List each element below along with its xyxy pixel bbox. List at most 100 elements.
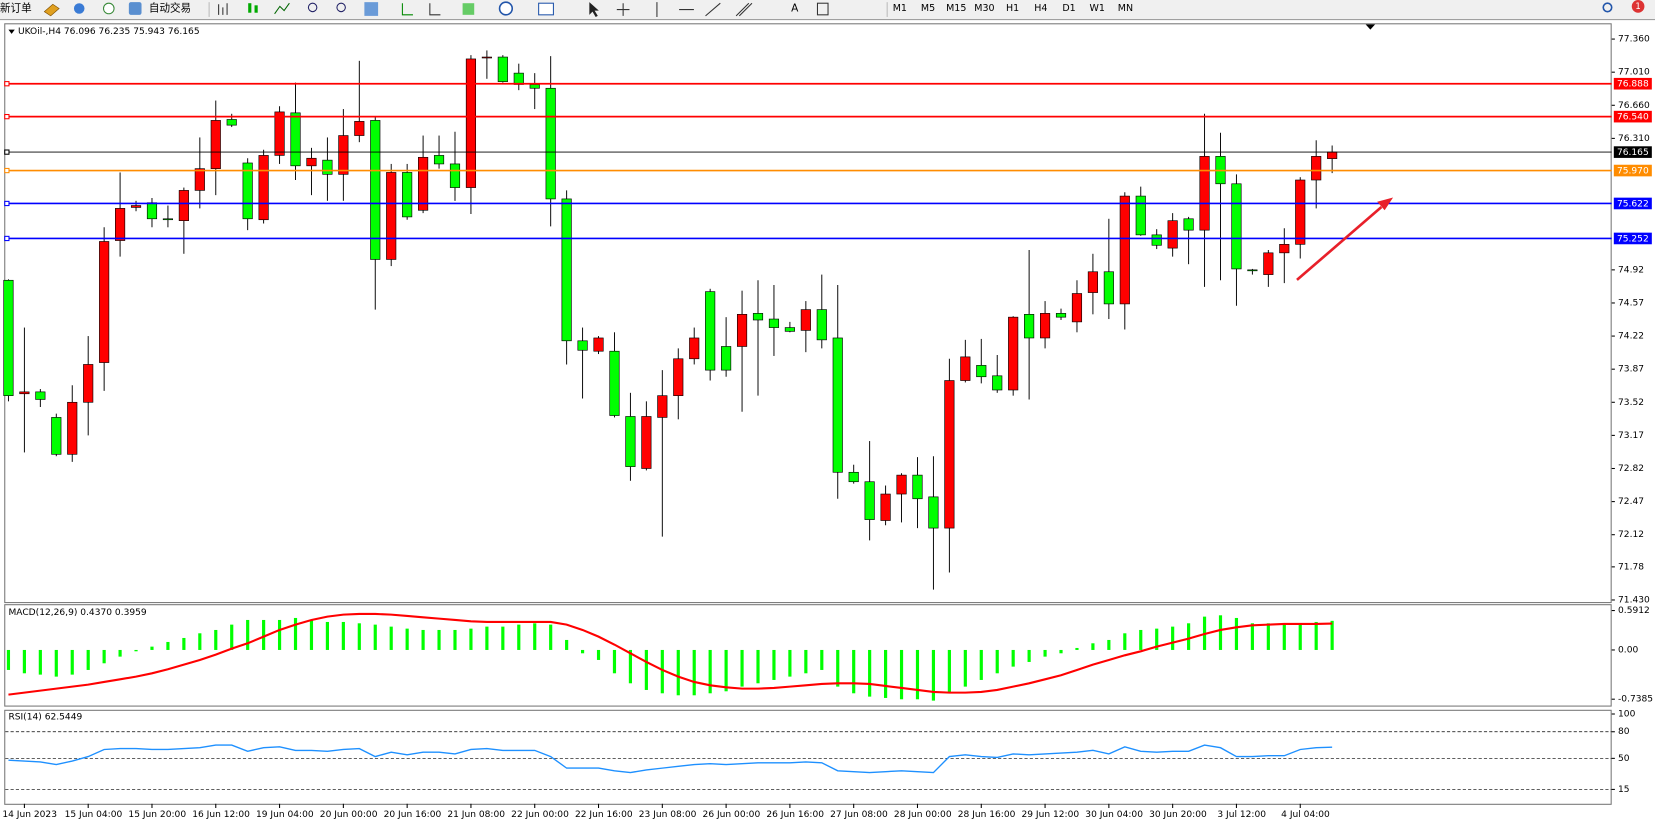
candle-body <box>465 58 477 188</box>
macd-bar <box>389 626 393 650</box>
rsi-title: RSI(14) 62.5449 <box>8 713 82 723</box>
macd-bar <box>70 649 74 675</box>
badge-count[interactable]: 1 <box>1635 1 1640 11</box>
candle-body <box>721 346 732 371</box>
icon[interactable] <box>307 2 318 13</box>
x-tick-label: 27 Jun 08:00 <box>830 810 888 820</box>
cursor-icon[interactable] <box>589 2 599 17</box>
icon[interactable] <box>429 3 441 16</box>
level-line-label: 76.540 <box>1617 113 1649 123</box>
icon[interactable] <box>616 3 630 16</box>
icon[interactable] <box>462 3 475 15</box>
icon[interactable] <box>248 3 252 13</box>
plot: 77.360 77.010 76.660 76.310 74.92 74.57 74.22 7… <box>2 35 1653 820</box>
macd-bar <box>1155 628 1159 650</box>
macd-bar <box>86 649 90 670</box>
macd-bar <box>198 633 202 650</box>
y-tick-label: 50 <box>1618 754 1630 764</box>
x-tick-label: 15 Jun 20:00 <box>128 810 186 820</box>
timeframe[interactable]: D1 <box>1062 3 1075 14</box>
candle-body <box>1295 179 1306 245</box>
y-tick-label: 71.78 <box>1618 562 1644 572</box>
macd-bar <box>469 628 473 650</box>
new-order[interactable]: 新订单 <box>0 1 32 14</box>
x-tick-label: 26 Jun 16:00 <box>766 810 824 820</box>
y-tick-label: 77.360 <box>1618 35 1650 45</box>
macd-bar <box>931 649 936 701</box>
macd-bar <box>118 649 122 657</box>
macd-bar <box>1123 633 1127 650</box>
icon[interactable] <box>274 2 290 15</box>
icon[interactable] <box>336 2 346 13</box>
timeframe[interactable]: M15 <box>946 3 966 14</box>
timeframe[interactable]: M1 <box>893 3 907 14</box>
badge[interactable] <box>1631 0 1645 13</box>
macd-bar <box>676 649 680 696</box>
icon[interactable] <box>73 3 85 14</box>
macd-bar <box>1043 649 1047 657</box>
toolbar: 新订单 自动交易 A 1 M1 M5 M15 M30 H1 H4 D1 W1 MN <box>0 0 1655 21</box>
macd-bar <box>549 624 553 650</box>
candle-body <box>35 391 46 400</box>
icon[interactable] <box>364 2 379 16</box>
candle-body <box>768 318 780 328</box>
timeframe[interactable]: M5 <box>921 3 935 14</box>
icon[interactable] <box>218 3 228 15</box>
level-line-handle <box>4 235 10 242</box>
macd-bar <box>246 619 250 650</box>
candle-body <box>577 340 588 351</box>
candle-body <box>960 356 971 381</box>
timeframe[interactable]: H1 <box>1006 3 1019 14</box>
macd-bar <box>1139 629 1143 650</box>
candle-body <box>1055 313 1067 318</box>
macd-bar <box>533 623 537 650</box>
candle-body <box>673 358 684 396</box>
candle-body <box>194 168 205 191</box>
candle-body <box>880 493 891 521</box>
candle-body <box>816 309 827 341</box>
candle-body <box>146 202 158 220</box>
macd-bar <box>341 621 345 650</box>
icon[interactable] <box>401 3 413 16</box>
timeframe[interactable]: H4 <box>1034 3 1047 14</box>
macd-bar <box>1234 617 1239 650</box>
icon[interactable] <box>656 2 753 17</box>
macd-title: MACD(12,26,9) 0.4370 0.3959 <box>8 608 146 618</box>
x-tick-label: 28 Jun 00:00 <box>894 810 952 820</box>
macd-bar <box>612 649 617 674</box>
icon[interactable] <box>538 2 554 16</box>
timeframe[interactable]: M30 <box>974 3 994 14</box>
timeframe[interactable]: MN <box>1118 3 1133 14</box>
candle-body <box>593 337 604 352</box>
icon[interactable] <box>254 5 258 13</box>
icon[interactable] <box>43 3 60 17</box>
candle-body <box>976 365 987 378</box>
macd-bar <box>277 619 282 650</box>
x-tick-label: 4 Jul 04:00 <box>1281 810 1330 820</box>
macd-bar <box>325 621 329 650</box>
candle-body <box>51 417 62 455</box>
auto-trading[interactable]: 自动交易 <box>149 1 191 14</box>
y-tick-label: 72.82 <box>1618 464 1644 474</box>
macd-bar <box>1091 643 1095 650</box>
candle-body <box>418 156 429 211</box>
icon[interactable] <box>498 1 514 16</box>
y-tick-label: -0.7385 <box>1618 695 1653 705</box>
icon[interactable] <box>102 2 115 15</box>
candle-body <box>1103 271 1114 305</box>
text-tool[interactable]: A <box>791 2 799 14</box>
macd-bar <box>852 649 856 694</box>
window-menu[interactable] <box>8 29 15 34</box>
timeframe[interactable]: W1 <box>1090 3 1105 14</box>
icon[interactable] <box>128 2 142 15</box>
level-line-tag <box>1613 77 1652 90</box>
candle-body <box>83 364 94 403</box>
macd-bar <box>357 623 361 650</box>
y-tick-label: 73.52 <box>1618 398 1644 408</box>
x-tick-label: 19 Jun 04:00 <box>256 810 314 820</box>
search-icon[interactable] <box>1602 2 1613 13</box>
icon[interactable] <box>816 2 829 16</box>
candle-body <box>736 314 748 347</box>
